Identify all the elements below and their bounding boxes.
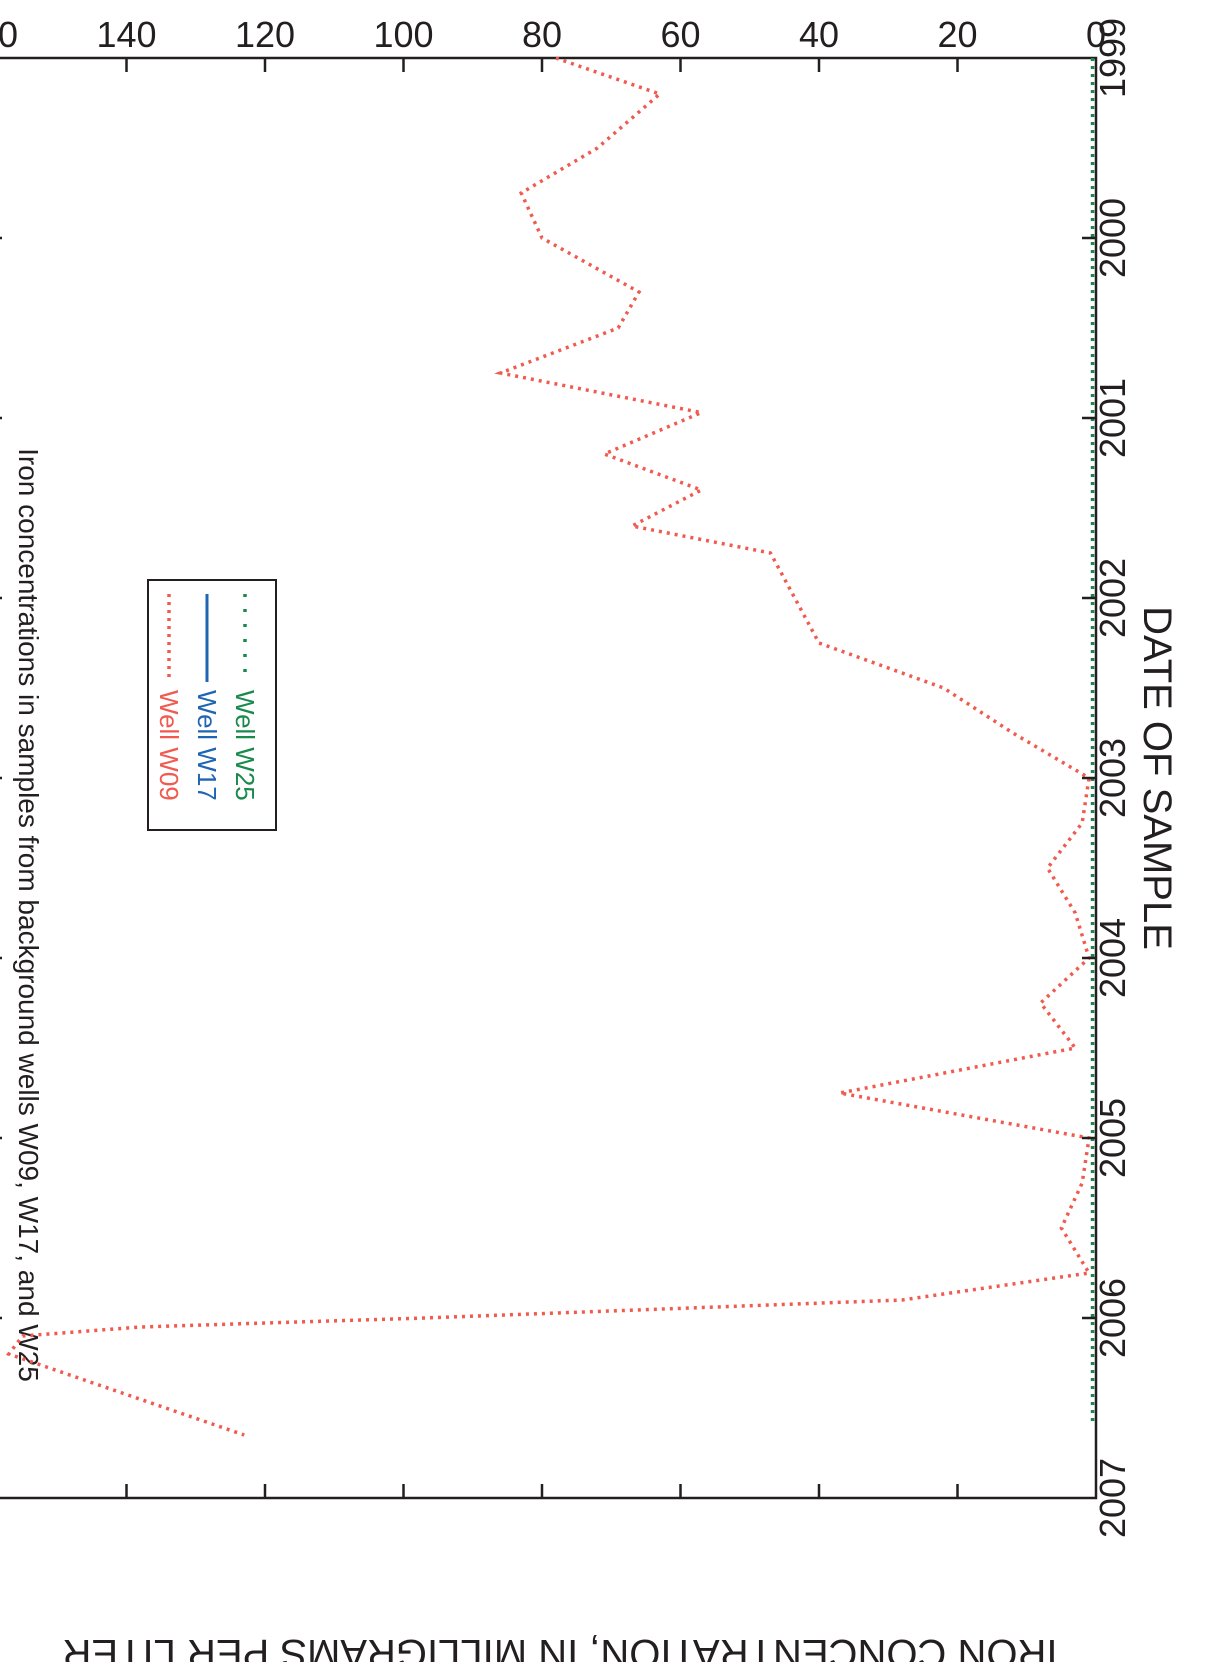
x-tick-label: 1999: [1092, 18, 1133, 98]
x-tick-label: 2001: [1092, 378, 1133, 458]
y-tick-label: 80: [522, 14, 562, 55]
x-tick-label: 2005: [1092, 1098, 1133, 1178]
legend-box: [147, 579, 277, 831]
legend-label: Well W25: [230, 690, 260, 801]
x-tick-label: 2006: [1092, 1278, 1133, 1358]
y-axis: 0 20 40 60 80 100 120 140 160: [0, 14, 1106, 1498]
y-tick-label: 140: [96, 14, 156, 55]
y-tick-label: 160: [0, 14, 18, 55]
series-layer: [5, 56, 1095, 1437]
x-axis: 1999 2000 2001 2002 2003 2004 2005 2006 2007: [0, 18, 1133, 1538]
x-tick-label: 2003: [1092, 738, 1133, 818]
x-axis-title: DATE OF SAMPLE: [1135, 606, 1179, 950]
y-tick-label: 120: [235, 14, 295, 55]
x-tick-label: 2000: [1092, 198, 1133, 278]
y-tick-label: 0: [1086, 14, 1106, 55]
y-axis-title: IRON CONCENTRATION, IN MILLIGRAMS PER LI…: [63, 1631, 1058, 1662]
y-tick-label: 100: [373, 14, 433, 55]
legend: Well W09 Well W17 Well W25: [147, 579, 277, 831]
legend-label: Well W17: [192, 690, 222, 801]
x-tick-label: 2007: [1092, 1458, 1133, 1538]
x-tick-label: 2002: [1092, 558, 1133, 638]
chart-title: Iron concentrations in samples from back…: [13, 448, 44, 1382]
y-tick-label: 60: [660, 14, 700, 55]
legend-label: Well W09: [154, 690, 184, 801]
x-tick-label: 2004: [1092, 918, 1133, 998]
y-tick-label: 20: [937, 14, 977, 55]
y-tick-label: 40: [799, 14, 839, 55]
